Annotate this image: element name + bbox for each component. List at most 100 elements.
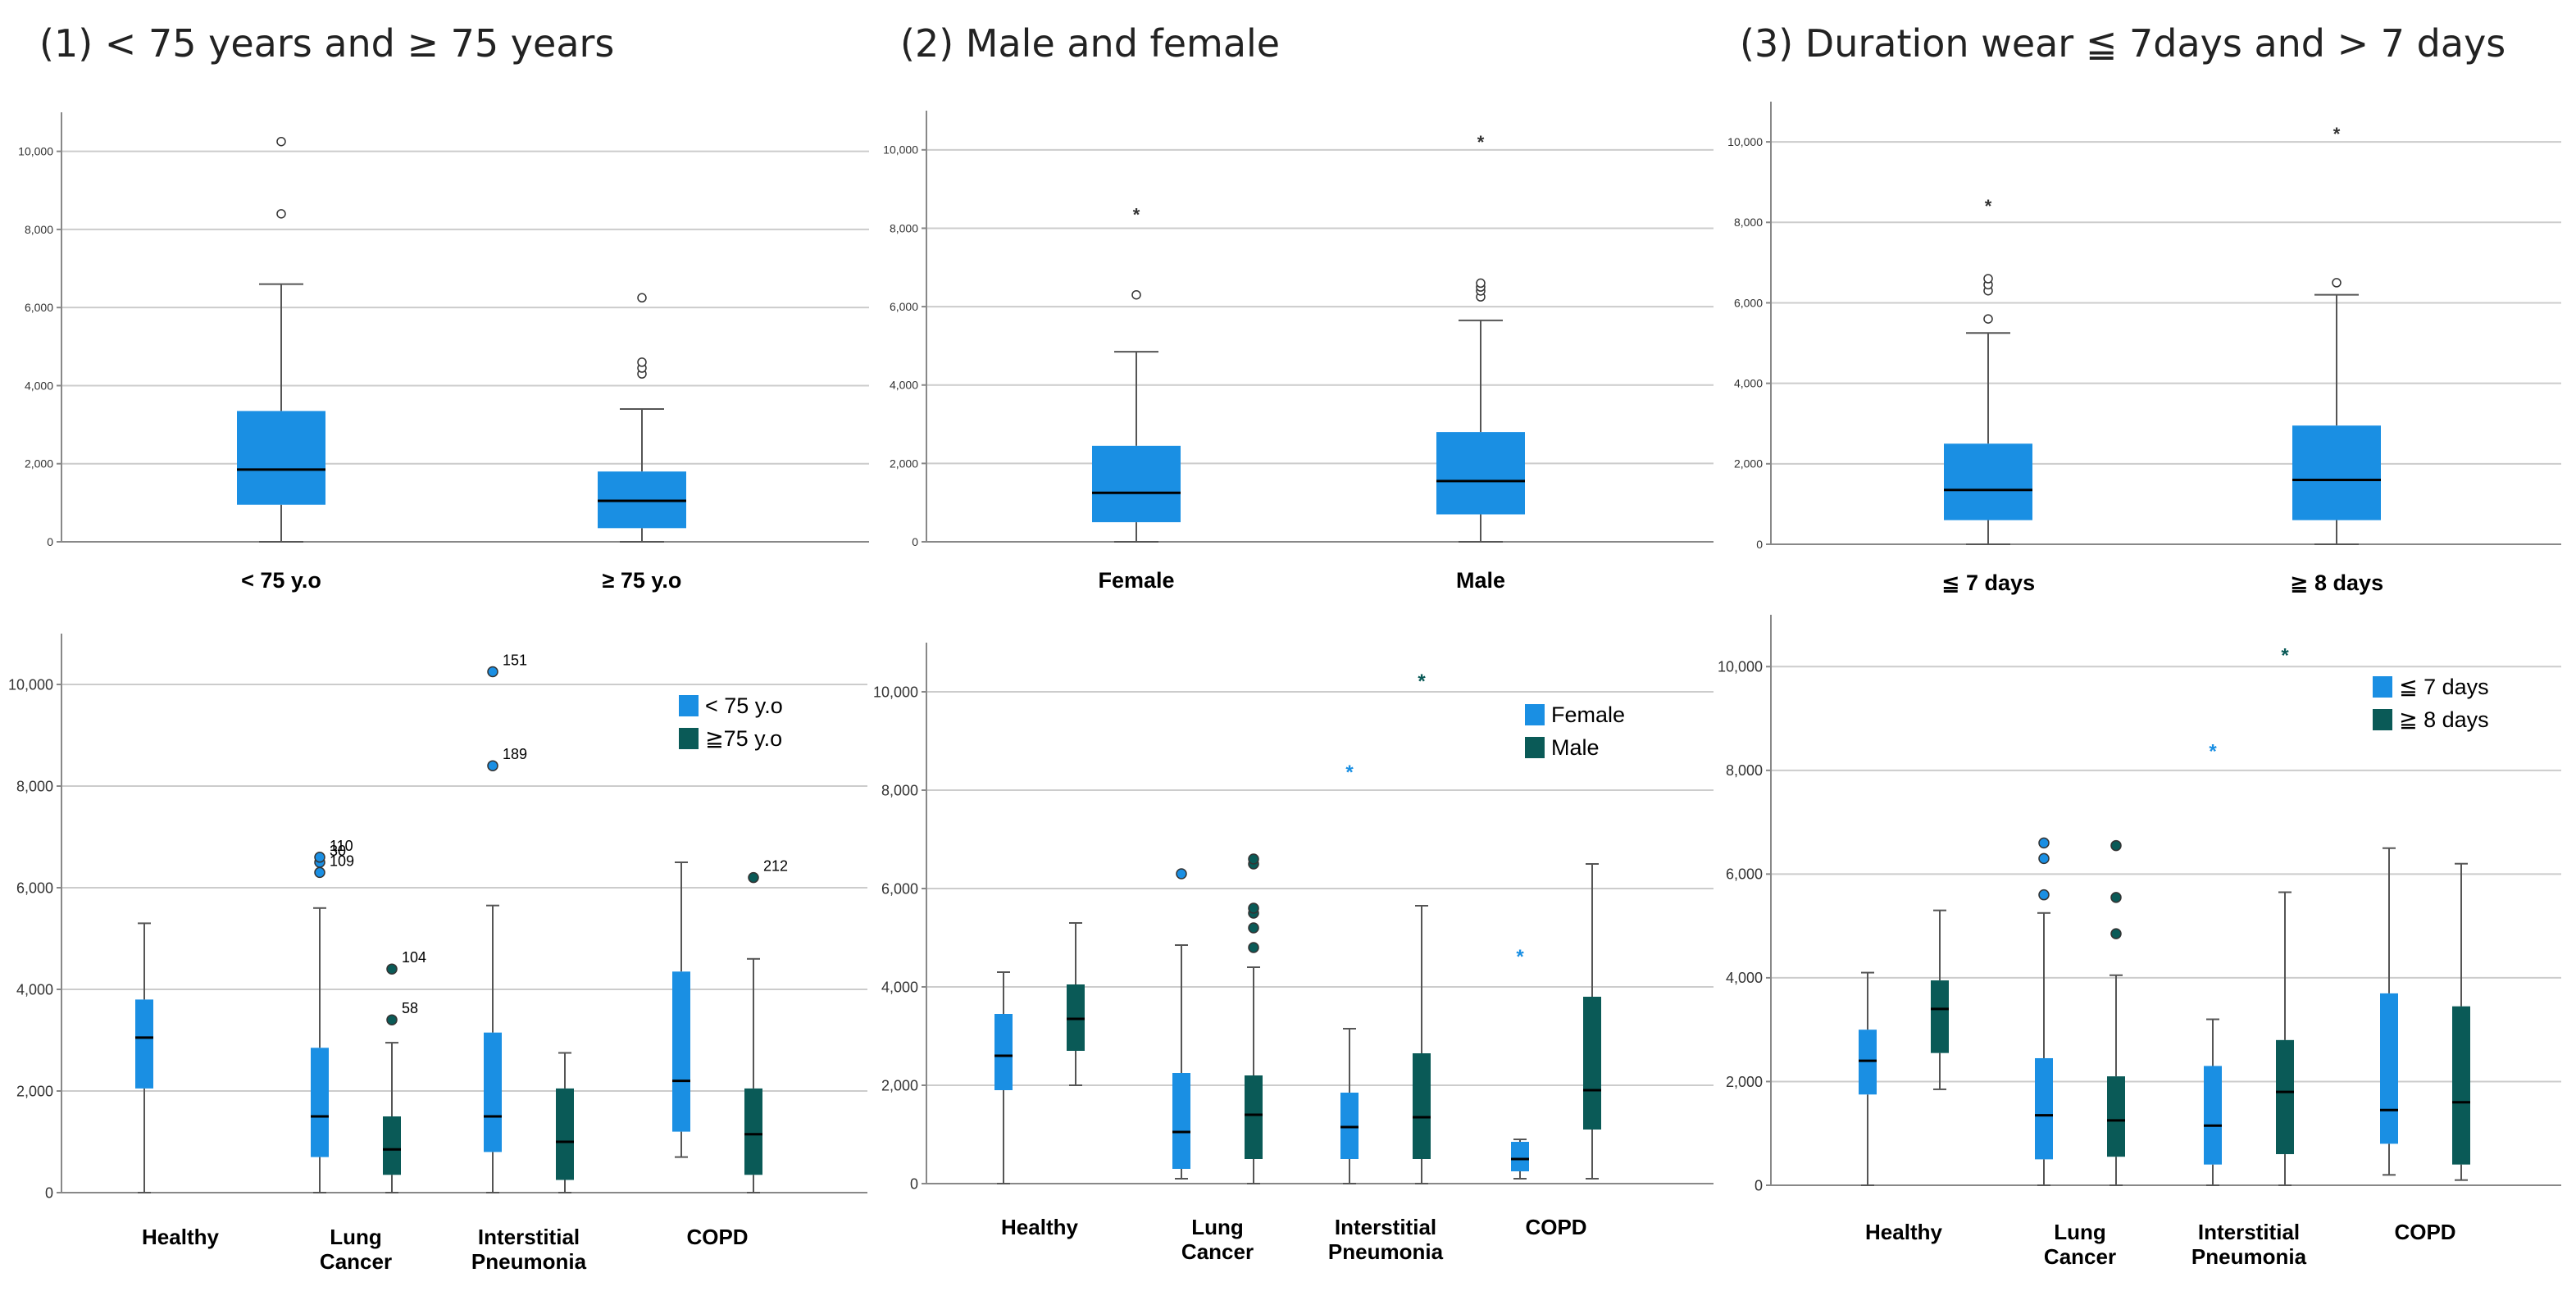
y-tick-label: 0	[912, 535, 918, 548]
x-category-label: Interstitial	[478, 1225, 580, 1249]
box	[2035, 1057, 2053, 1160]
outlier-extreme: *	[1418, 671, 1426, 693]
outlier-point	[1248, 902, 1259, 914]
y-tick-label: 6,000	[881, 880, 918, 897]
box	[994, 1014, 1013, 1090]
box	[556, 1088, 574, 1180]
outlier-extreme: *	[1133, 204, 1140, 225]
outlier-point	[1131, 289, 1141, 300]
y-tick-label: 10,000	[8, 676, 53, 693]
outlier-point	[2038, 852, 2050, 865]
outlier-point	[1983, 274, 1993, 284]
box	[744, 1088, 762, 1175]
legend-label: < 75 y.o	[705, 693, 783, 718]
x-category-label: COPD	[1525, 1215, 1586, 1239]
box	[1413, 1053, 1431, 1159]
y-tick-label: 8,000	[1734, 216, 1763, 229]
x-category-label: Cancer	[1181, 1239, 1254, 1264]
box	[1859, 1030, 1877, 1095]
x-category-label: Male	[1456, 568, 1505, 593]
outlier-point	[386, 1014, 398, 1025]
outlier-label: 58	[402, 1000, 418, 1016]
y-tick-label: 8,000	[1726, 762, 1763, 779]
legend-label: ≧75 y.o	[705, 726, 782, 751]
y-tick-label: 8,000	[16, 778, 53, 794]
box	[311, 1048, 329, 1157]
box	[2380, 993, 2398, 1144]
outlier-extreme: *	[2333, 124, 2341, 144]
outlier-point	[1248, 942, 1259, 953]
box	[2204, 1066, 2222, 1165]
outlier-extreme: *	[1477, 132, 1485, 152]
legend-label: Female	[1551, 702, 1625, 727]
outlier-point	[487, 666, 498, 678]
boxplot-panel-1: 0 2,000 4,000 6,000 8,000 10,000 < 75 y.o ≥ 75 …	[18, 112, 869, 593]
outlier-label: 110	[330, 838, 353, 854]
boxplot-panel-2: 0 2,000 4,000 6,000 8,000 10,000 Female Male * *	[883, 111, 1714, 593]
outlier-label: 151	[503, 652, 527, 669]
box	[2452, 1006, 2470, 1165]
y-tick-label: 2,000	[1726, 1074, 1763, 1090]
outlier-label: 189	[503, 746, 527, 762]
y-tick-label: 4,000	[1734, 377, 1763, 390]
box	[1245, 1075, 1263, 1159]
outlier-point	[2038, 837, 2050, 849]
outlier-extreme: *	[1516, 946, 1524, 968]
box	[672, 971, 690, 1132]
box	[2292, 425, 2381, 520]
x-category-label: Pneumonia	[1328, 1239, 1444, 1264]
outlier-extreme: *	[1345, 761, 1354, 784]
outlier-point	[2110, 839, 2122, 852]
y-tick-label: 10,000	[18, 145, 53, 158]
x-category-label: Healthy	[142, 1225, 219, 1249]
y-tick-label: 8,000	[890, 221, 918, 234]
outlier-point	[487, 760, 498, 771]
title-sex: (2) Male and female	[900, 21, 1281, 66]
x-category-label: Healthy	[1001, 1215, 1078, 1239]
y-tick-label: 10,000	[873, 684, 918, 700]
x-category-label: COPD	[686, 1225, 748, 1249]
outlier-point	[2110, 928, 2122, 939]
y-tick-label: 6,000	[25, 301, 53, 314]
y-tick-label: 2,000	[1734, 457, 1763, 470]
box	[1931, 980, 1949, 1053]
legend-label: Male	[1551, 735, 1600, 760]
x-category-label: ≥ 75 y.o	[603, 568, 682, 593]
boxplot-panel-3: 0 2,000 4,000 6,000 8,000 10,000 ≦ 7 days ≧ 8 d…	[1727, 102, 2561, 595]
y-tick-label: 10,000	[1727, 135, 1763, 148]
outlier-point	[1248, 853, 1259, 865]
box	[484, 1032, 502, 1152]
boxplot-panel-5: 0 2,000 4,000 6,000 8,000 10,000 Healthy LungCa…	[873, 643, 1714, 1264]
legend-swatch	[2373, 709, 2392, 730]
legend-swatch	[679, 695, 699, 716]
title-duration: (3) Duration wear ≦ 7days and > 7 days	[1740, 21, 2506, 66]
outlier-point	[637, 293, 647, 303]
outlier-extreme: *	[2281, 644, 2289, 666]
y-tick-label: 4,000	[1726, 970, 1763, 986]
legend-swatch	[679, 728, 699, 749]
outlier-point	[314, 866, 325, 879]
outlier-point	[2110, 892, 2122, 903]
legend-label: ≧ 8 days	[2399, 707, 2489, 732]
y-tick-label: 2,000	[16, 1083, 53, 1099]
y-tick-label: 0	[45, 1184, 53, 1201]
y-tick-label: 4,000	[16, 981, 53, 998]
outlier-extreme: *	[2209, 741, 2217, 763]
x-category-label: Interstitial	[2198, 1220, 2300, 1244]
x-category-label: Interstitial	[1335, 1215, 1436, 1239]
y-tick-label: 0	[910, 1175, 918, 1192]
y-tick-label: 4,000	[25, 379, 53, 392]
x-category-label: Pneumonia	[2191, 1244, 2307, 1269]
x-category-label: Lung	[2054, 1220, 2106, 1244]
outlier-point	[276, 209, 286, 219]
x-category-label: COPD	[2394, 1220, 2455, 1244]
x-category-label: Lung	[1191, 1215, 1244, 1239]
legend-swatch	[1525, 704, 1545, 725]
x-category-label: Female	[1098, 568, 1174, 593]
x-category-label: Cancer	[2044, 1244, 2116, 1269]
y-tick-label: 0	[1756, 538, 1763, 551]
box	[1436, 432, 1525, 515]
outlier-label: 104	[402, 949, 426, 966]
outlier-point	[314, 852, 325, 863]
outlier-point	[1176, 868, 1187, 880]
